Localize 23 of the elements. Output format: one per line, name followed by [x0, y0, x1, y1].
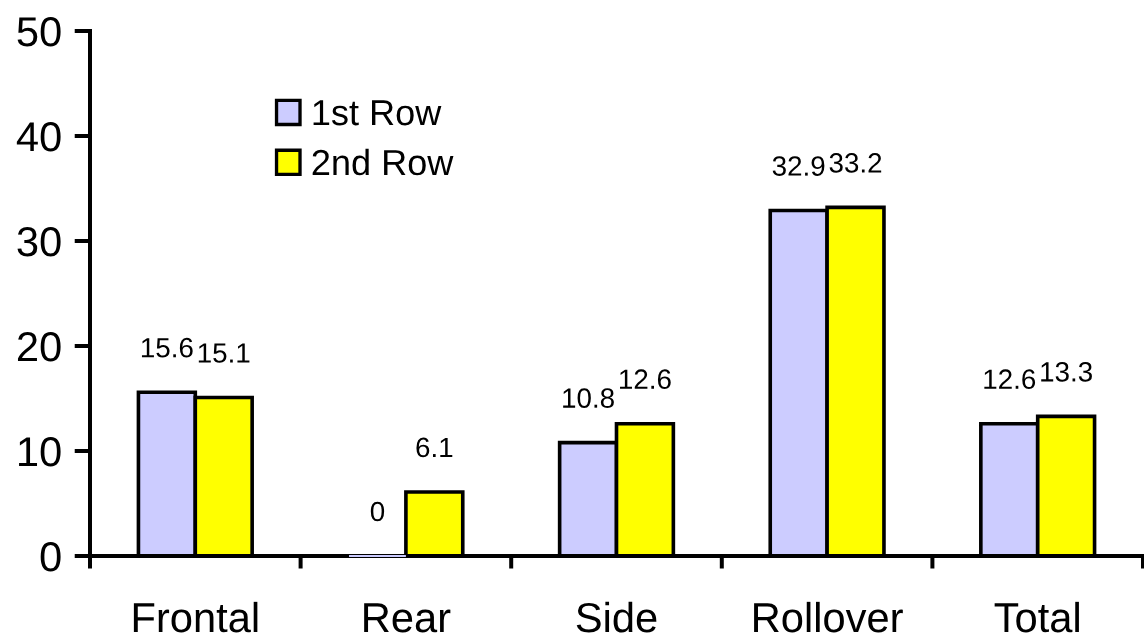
- y-tick-label: 20: [17, 332, 61, 362]
- data-label: 0: [370, 501, 385, 522]
- y-tick-label: 0: [40, 542, 61, 572]
- data-label: 15.1: [198, 343, 250, 363]
- x-tick-label: Side: [576, 601, 657, 633]
- y-tick-label: 40: [16, 122, 61, 152]
- y-tick-label: 10: [19, 437, 61, 467]
- y-tick-label: 30: [17, 227, 61, 257]
- x-tick-label: Rollover: [754, 601, 903, 633]
- data-label: 32.9: [772, 156, 825, 176]
- data-label: 6.1: [416, 437, 453, 458]
- data-label: 10.8: [563, 388, 614, 408]
- x-tick-label: Total: [994, 601, 1079, 633]
- data-label: 15.6: [141, 337, 193, 358]
- x-tick-label: Frontal: [133, 601, 258, 633]
- data-label: 13.3: [1041, 362, 1092, 382]
- data-label: 33.2: [829, 153, 882, 173]
- legend-label: 2nd Row: [312, 148, 454, 176]
- y-tick-label: 50: [17, 17, 61, 47]
- data-label: 12.6: [620, 369, 671, 390]
- x-tick-label: Rear: [364, 603, 451, 633]
- legend-label: 1st Row: [313, 100, 442, 126]
- data-label: 12.6: [984, 369, 1036, 390]
